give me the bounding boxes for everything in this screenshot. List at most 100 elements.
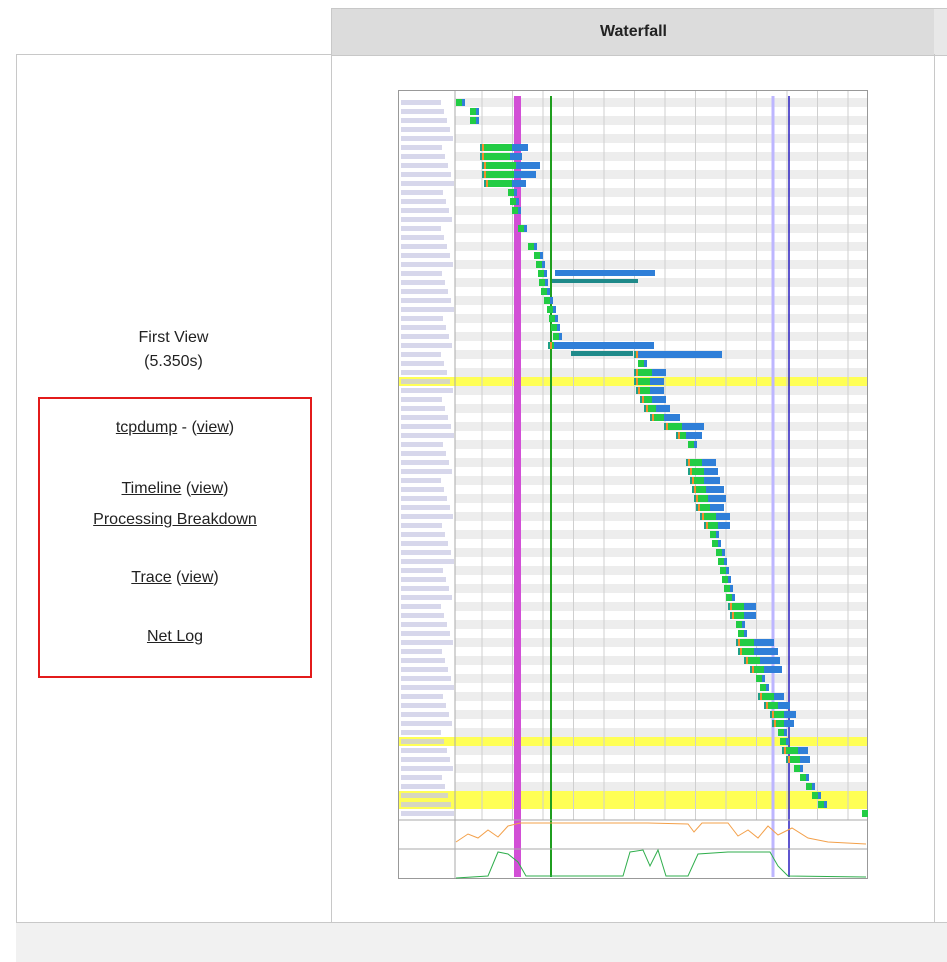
waterfall-row-stripe: [455, 152, 867, 161]
ttfb-segment: [696, 486, 706, 493]
connect-segment: [784, 747, 786, 754]
ttfb-segment: [760, 684, 766, 691]
ttfb-segment: [700, 504, 710, 511]
dns-segment: [644, 405, 647, 412]
ttfb-segment: [722, 576, 728, 583]
ttfb-segment: [680, 432, 686, 439]
ttfb-segment: [738, 630, 744, 637]
connect-segment: [678, 432, 680, 439]
download-segment: [514, 189, 517, 196]
timeline-view-link[interactable]: view: [191, 480, 224, 497]
download-segment: [730, 585, 733, 592]
download-segment: [710, 504, 724, 511]
dns-segment: [786, 756, 789, 763]
waterfall-thumbnail[interactable]: [398, 90, 868, 879]
request-url-label: [401, 586, 449, 591]
request-url-label: [401, 100, 441, 105]
connect-segment: [694, 486, 696, 493]
ttfb-segment: [536, 261, 542, 268]
request-url-label: [401, 343, 452, 348]
waterfall-row-stripe: [455, 692, 867, 701]
request-url-label: [401, 712, 449, 717]
waterfall-row-stripe: [455, 476, 867, 485]
ttfb-segment: [708, 522, 718, 529]
tcpdump-view-link[interactable]: view: [196, 419, 229, 436]
net-log-link[interactable]: Net Log: [146, 628, 204, 645]
processing-breakdown-link[interactable]: Processing Breakdown: [93, 511, 257, 528]
download-segment: [798, 747, 808, 754]
request-url-label: [401, 802, 451, 807]
connect-segment: [746, 657, 748, 664]
ttfb-segment: [644, 396, 652, 403]
ttfb-segment: [794, 765, 800, 772]
connect-segment: [732, 612, 734, 619]
start-render-line: [514, 96, 521, 877]
ttfb-segment: [538, 270, 544, 277]
connect-segment: [706, 522, 708, 529]
connect-segment: [636, 369, 638, 376]
request-url-label: [401, 154, 445, 159]
waterfall-image[interactable]: [398, 90, 868, 879]
dns-segment: [764, 702, 767, 709]
ttfb-segment: [718, 558, 724, 565]
request-url-label: [401, 316, 443, 321]
ttfb-segment: [806, 783, 812, 790]
dns-segment: [744, 657, 747, 664]
waterfall-row-stripe: [455, 602, 867, 611]
connect-segment: [760, 693, 762, 700]
trace-row: Trace (view): [40, 569, 310, 587]
waterfall-row-stripe: [455, 638, 867, 647]
ttfb-segment: [742, 648, 754, 655]
request-url-label: [401, 352, 441, 357]
ttfb-segment: [470, 117, 476, 124]
waterfall-row-stripe: [455, 530, 867, 539]
download-segment: [800, 756, 810, 763]
connect-segment: [550, 342, 552, 349]
ttfb-segment: [712, 540, 718, 547]
trace-link[interactable]: Trace: [131, 569, 172, 586]
download-segment: [512, 180, 526, 187]
connect-segment: [774, 720, 776, 727]
tcpdump-link[interactable]: tcpdump: [115, 419, 178, 436]
download-segment: [784, 729, 787, 736]
dns-segment: [480, 153, 483, 160]
request-url-label: [401, 406, 445, 411]
waterfall-row-stripe: [455, 206, 867, 215]
request-url-label: [401, 424, 451, 429]
request-url-label: [401, 667, 448, 672]
waterfall-row-stripe: [455, 98, 867, 107]
download-segment: [476, 108, 479, 115]
request-url-label: [401, 550, 451, 555]
dns-segment: [640, 396, 643, 403]
dns-segment: [484, 180, 487, 187]
connect-segment: [730, 603, 732, 610]
waterfall-row-stripe: [455, 332, 867, 341]
request-url-label: [401, 181, 454, 186]
download-segment: [708, 495, 726, 502]
ttfb-segment: [732, 603, 744, 610]
waterfall-column-header: Waterfall: [331, 8, 935, 56]
tcpdump-close-paren: ): [228, 419, 235, 436]
connect-segment: [482, 153, 484, 160]
request-url-label: [401, 199, 446, 204]
ttfb-segment: [640, 387, 650, 394]
first-view-load-time: (5.350s): [144, 353, 203, 370]
request-url-label: [401, 658, 445, 663]
request-url-label: [401, 541, 448, 546]
ttfb-segment: [456, 99, 462, 106]
waterfall-row-stripe: [455, 440, 867, 449]
highlighted-row: [399, 800, 867, 809]
waterfall-row-stripe: [455, 512, 867, 521]
download-segment: [718, 540, 721, 547]
request-url-label: [401, 559, 454, 564]
request-url-label: [401, 784, 445, 789]
ttfb-segment: [551, 324, 557, 331]
timeline-link[interactable]: Timeline: [121, 480, 182, 497]
trace-view-link[interactable]: view: [181, 569, 214, 586]
download-segment: [462, 99, 465, 106]
connect-segment: [690, 468, 692, 475]
download-segment: [760, 657, 780, 664]
ttfb-segment: [786, 747, 798, 754]
download-segment: [774, 693, 784, 700]
request-url-label: [401, 775, 442, 780]
